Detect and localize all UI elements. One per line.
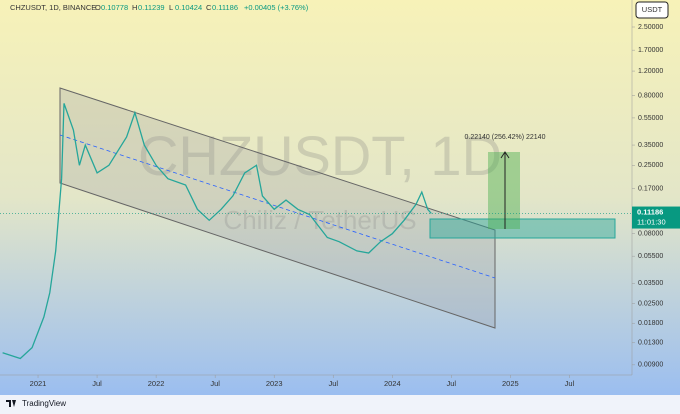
x-tick-label: 2022 bbox=[148, 379, 165, 388]
y-tick-label: 1.70000 bbox=[638, 47, 663, 54]
measure-arrow-head bbox=[500, 151, 510, 159]
ohlc-letter: C bbox=[206, 3, 212, 12]
footer-bar bbox=[0, 395, 680, 414]
watermark-subtitle: Chiliz / TetherUS bbox=[223, 205, 416, 235]
y-tick-label: 0.25000 bbox=[638, 162, 663, 169]
price-tag-countdown: 11:01:30 bbox=[637, 218, 666, 227]
channel bbox=[59, 87, 496, 329]
x-tick-label: 2025 bbox=[502, 379, 519, 388]
price-tag bbox=[632, 206, 680, 229]
x-tick-label: Jul bbox=[210, 379, 220, 388]
channel-midline bbox=[59, 134, 496, 279]
ohlc-group: O 0.10778 H 0.11239 L 0.10424 C 0.11186 bbox=[95, 3, 238, 12]
y-tick-label: 0.80000 bbox=[638, 92, 663, 99]
y-tick-label: 0.00900 bbox=[638, 362, 663, 369]
y-tick-label: 2.50000 bbox=[638, 24, 663, 31]
change: +0.00405 (+3.76%) bbox=[244, 3, 309, 12]
price-tag-value: 0.11186 bbox=[637, 208, 663, 217]
ohlc-value: 0.11239 bbox=[138, 3, 165, 12]
y-tick-label: 0.02500 bbox=[638, 300, 663, 307]
background bbox=[0, 0, 680, 395]
brand: TradingView bbox=[22, 399, 66, 408]
price-line bbox=[2, 103, 432, 360]
x-tick-label: 2021 bbox=[30, 379, 47, 388]
x-tick-label: 2023 bbox=[266, 379, 283, 388]
y-tick-label: 0.55000 bbox=[638, 115, 663, 122]
y-tick-label: 0.17000 bbox=[638, 185, 663, 192]
x-tick-label: Jul bbox=[447, 379, 457, 388]
y-tick-label: 0.01800 bbox=[638, 320, 663, 327]
x-tick-label: 2024 bbox=[384, 379, 401, 388]
currency[interactable]: USDT bbox=[642, 5, 663, 14]
y-tick-label: 1.20000 bbox=[638, 68, 663, 75]
y-tick-label: 0.05500 bbox=[638, 253, 663, 260]
currency-box[interactable] bbox=[635, 1, 669, 19]
x-tick-label: Jul bbox=[565, 379, 575, 388]
watermark: CHZUSDT, 1D bbox=[138, 124, 502, 187]
x-tick-label: Jul bbox=[92, 379, 102, 388]
ohlc-letter: L bbox=[169, 3, 173, 12]
target-zone bbox=[429, 218, 616, 239]
y-tick-label: 0.01300 bbox=[638, 340, 663, 347]
measure-box bbox=[488, 152, 520, 229]
y-tick-label: 0.08000 bbox=[638, 231, 663, 238]
y-tick-label: 0.35000 bbox=[638, 142, 663, 149]
ohlc-letter: H bbox=[132, 3, 137, 12]
measure-label: 0.22140 (256.42%) 22140 bbox=[465, 134, 546, 141]
x-tick-label: Jul bbox=[328, 379, 338, 388]
brand-logo bbox=[6, 400, 16, 407]
ohlc-value: 0.11186 bbox=[212, 3, 238, 12]
ohlc-value: 0.10424 bbox=[175, 3, 202, 12]
ohlc-letter: O bbox=[95, 3, 101, 12]
ohlc-value: 0.10778 bbox=[101, 3, 128, 12]
symbol-title: CHZUSDT, 1D, BINANCE bbox=[10, 3, 96, 12]
y-tick-label: 0.03500 bbox=[638, 280, 663, 287]
